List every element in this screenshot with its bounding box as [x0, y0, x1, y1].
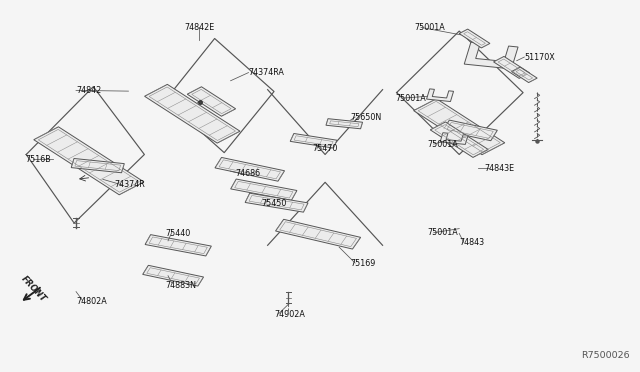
Polygon shape [326, 119, 363, 129]
Polygon shape [188, 87, 236, 116]
Text: 75169: 75169 [351, 259, 376, 268]
Text: 51170X: 51170X [524, 52, 555, 61]
Polygon shape [276, 219, 360, 249]
Polygon shape [511, 67, 537, 83]
Polygon shape [230, 179, 297, 201]
Text: FRONT: FRONT [20, 274, 48, 304]
Text: 75001A: 75001A [428, 140, 458, 149]
Polygon shape [143, 265, 204, 286]
Text: 75470: 75470 [312, 144, 338, 153]
Text: 74843: 74843 [460, 238, 484, 247]
Text: 74374R: 74374R [115, 180, 145, 189]
Polygon shape [413, 99, 505, 155]
Polygon shape [459, 29, 490, 48]
Text: R7500026: R7500026 [581, 351, 630, 360]
Polygon shape [493, 57, 530, 78]
Polygon shape [443, 120, 497, 141]
Polygon shape [290, 134, 337, 148]
Polygon shape [245, 193, 308, 212]
Text: 7516B: 7516B [25, 155, 51, 164]
Text: 75001A: 75001A [428, 228, 458, 237]
Text: 74902A: 74902A [274, 311, 305, 320]
Polygon shape [145, 235, 211, 256]
Polygon shape [34, 127, 144, 195]
Polygon shape [440, 133, 468, 144]
Text: 74843E: 74843E [484, 164, 515, 173]
Text: 75440: 75440 [166, 228, 191, 238]
Polygon shape [215, 157, 285, 181]
Text: 74883N: 74883N [166, 281, 196, 290]
Polygon shape [464, 42, 518, 69]
Polygon shape [430, 122, 488, 157]
Text: 74686: 74686 [236, 169, 261, 178]
Text: 75001A: 75001A [415, 23, 445, 32]
Text: 74842E: 74842E [184, 23, 215, 32]
Polygon shape [426, 89, 454, 102]
Text: 74374RA: 74374RA [248, 68, 284, 77]
Text: 74802A: 74802A [76, 297, 107, 306]
Text: 75650N: 75650N [351, 113, 382, 122]
Text: 74842: 74842 [76, 86, 101, 95]
Text: 75001A: 75001A [396, 94, 426, 103]
Polygon shape [145, 84, 240, 143]
Text: 75450: 75450 [261, 199, 287, 208]
Polygon shape [71, 158, 124, 173]
